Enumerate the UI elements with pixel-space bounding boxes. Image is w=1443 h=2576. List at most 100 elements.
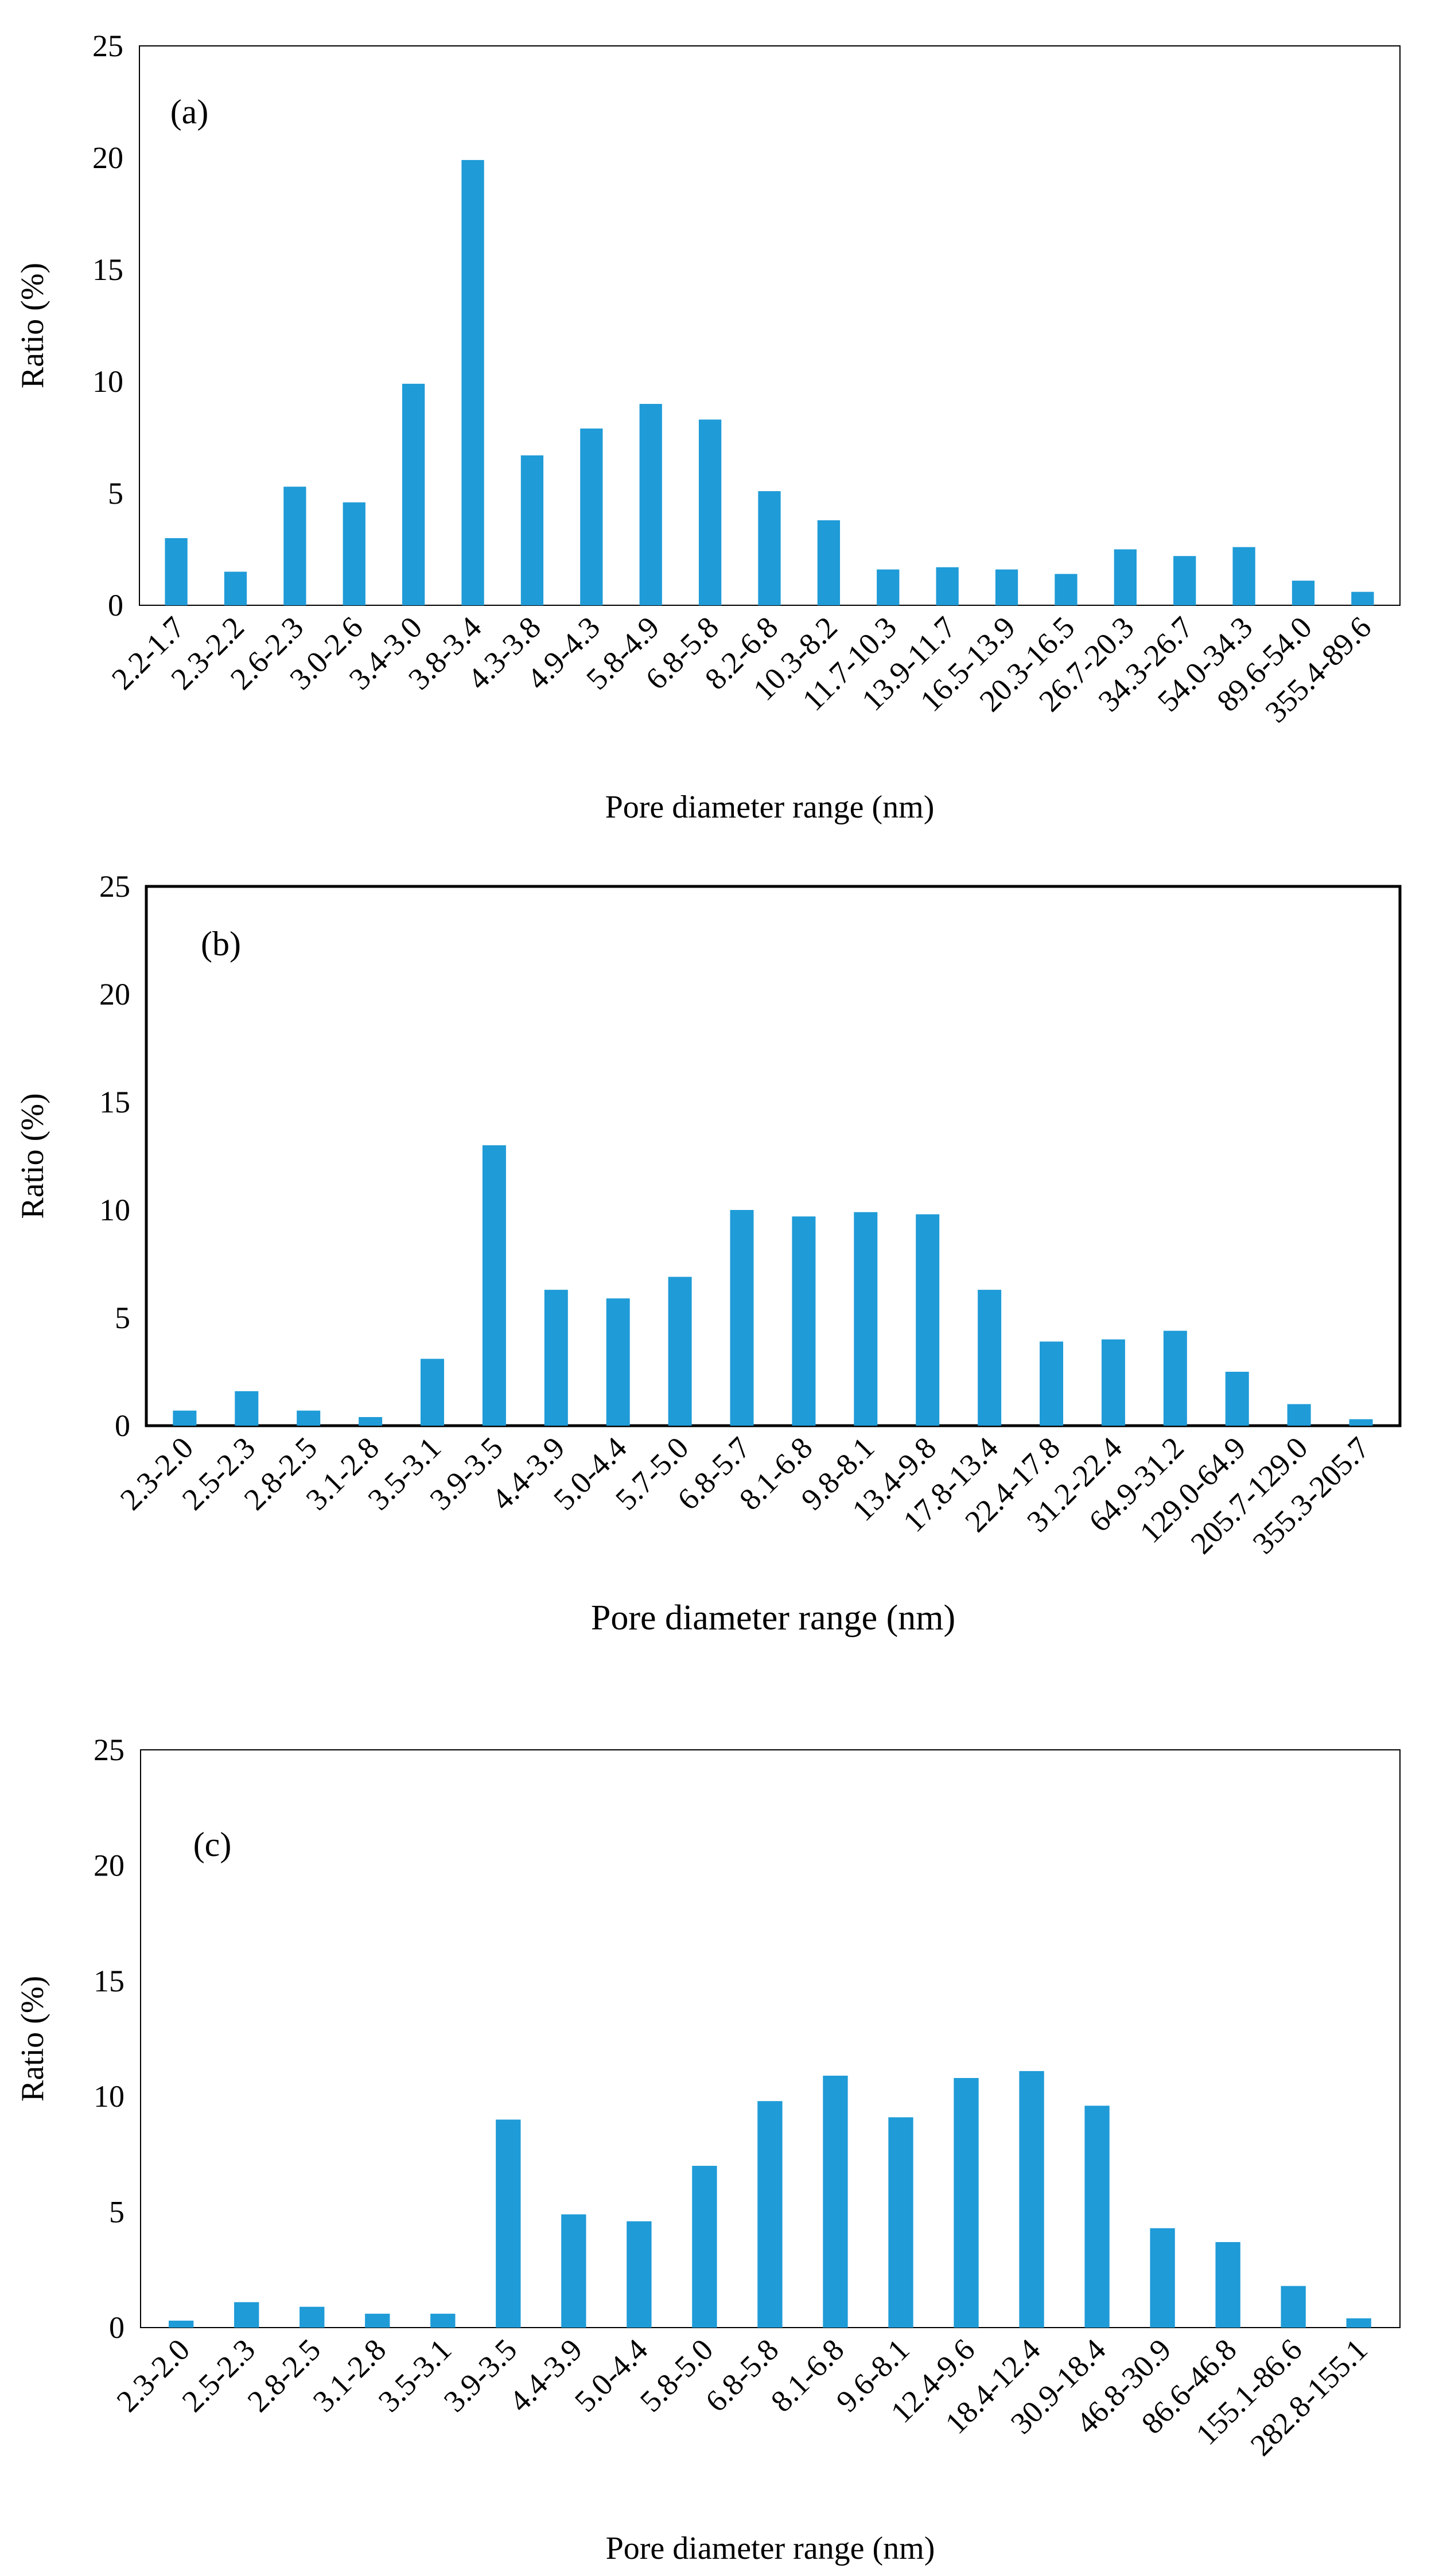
x-tick-label: 8.1-6.8 — [764, 2332, 851, 2419]
panel-label: (a) — [170, 93, 209, 131]
chart-c: 05101520252.3-2.02.5-2.32.8-2.53.1-2.83.… — [15, 1733, 1401, 2566]
chart-a: 05101520252.2-1.72.3-2.22.6-2.33.0-2.63.… — [15, 29, 1401, 825]
y-tick-label: 15 — [92, 252, 123, 287]
bar-9.8-8.1 — [854, 1212, 878, 1426]
y-tick-label: 25 — [92, 29, 123, 63]
x-tick-label: 2.5-2.3 — [176, 2332, 262, 2419]
x-tick-label: 2.8-2.5 — [241, 2332, 328, 2419]
bar-3.0-2.6 — [343, 502, 365, 605]
y-axis-title: Ratio (%) — [15, 1093, 50, 1219]
bar-6.8-5.8 — [757, 2101, 783, 2328]
bar-17.8-13.4 — [978, 1290, 1002, 1426]
y-tick-label: 20 — [92, 141, 123, 175]
chart-panel-a: 0 5 10 15 20 25 2.2-1.7 2.3-2.2 2.6-2.3 3.0-2.6 3.… — [0, 0, 1443, 861]
bar-13.4-9.8 — [916, 1214, 940, 1426]
bar-13.9-11.7 — [936, 567, 959, 605]
bar-3.5-3.1 — [430, 2313, 456, 2328]
bar-30.9-18.4 — [1084, 2106, 1110, 2328]
y-tick-label: 15 — [99, 1085, 130, 1119]
bar-3.9-3.5 — [496, 2119, 521, 2328]
x-tick-label: 3.5-3.1 — [372, 2332, 458, 2419]
y-tick-label: 0 — [108, 588, 123, 622]
x-tick-label: 3.1-2.8 — [306, 2332, 393, 2419]
panel-label: (b) — [201, 925, 241, 963]
bar-5.8-5.0 — [692, 2166, 717, 2328]
bar-3.1-2.8 — [365, 2313, 390, 2328]
bar-26.7-20.3 — [1114, 549, 1137, 605]
bar-20.3-16.5 — [1055, 574, 1078, 605]
bar-282.8-155.1 — [1346, 2318, 1371, 2328]
bar-9.6-8.1 — [888, 2117, 913, 2328]
bar-4.9-4.3 — [580, 428, 603, 605]
bar-3.5-3.1 — [421, 1359, 445, 1426]
bar-2.6-2.3 — [283, 487, 306, 605]
bar-4.3-3.8 — [520, 455, 544, 605]
bar-64.9-31.2 — [1163, 1330, 1187, 1426]
bar-5.0-4.4 — [627, 2221, 652, 2328]
bar-2.3-2.0 — [173, 1410, 197, 1426]
bar-31.2-22.4 — [1101, 1339, 1125, 1426]
bar-12.4-9.6 — [954, 2077, 979, 2328]
bar-89.6-54.0 — [1292, 581, 1315, 605]
y-axis-title: Ratio (%) — [15, 263, 50, 388]
bar-2.5-2.3 — [234, 2302, 259, 2328]
bar-4.4-3.9 — [561, 2214, 586, 2328]
bar-355.4-89.6 — [1351, 592, 1374, 605]
bar-3.1-2.8 — [359, 1417, 383, 1426]
bar-2.5-2.3 — [235, 1391, 259, 1426]
bar-2.3-2.0 — [169, 2320, 194, 2328]
chart-panel-c: 0 5 10 15 20 25 2.3-2.0 2.5-2.3 2.8-2.5 3.1-2.8 3.… — [0, 1698, 1443, 2576]
bar-5.8-4.9 — [639, 404, 662, 605]
bar-54.0-34.3 — [1232, 547, 1255, 605]
bar-8.2-6.8 — [758, 491, 781, 605]
bar-2.3-2.2 — [224, 571, 247, 605]
x-tick-label: 5.0-4.4 — [568, 2332, 655, 2419]
y-tick-label: 0 — [109, 2310, 125, 2345]
plot-frame — [145, 885, 1402, 1427]
bar-22.4-17.8 — [1040, 1341, 1064, 1426]
bar-205.7-129.0 — [1287, 1404, 1311, 1426]
bar-16.5-13.9 — [995, 569, 1018, 605]
bar-5.7-5.0 — [668, 1277, 692, 1426]
y-tick-label: 20 — [94, 1848, 125, 1882]
bar-6.8-5.7 — [730, 1210, 754, 1426]
y-tick-label: 5 — [109, 2195, 125, 2229]
y-tick-label: 5 — [115, 1301, 130, 1335]
x-tick-label: 6.8-5.8 — [699, 2332, 785, 2419]
x-axis-title: Pore diameter range (nm) — [605, 789, 935, 825]
bar-155.1-86.6 — [1281, 2286, 1306, 2328]
bar-5.0-4.4 — [606, 1298, 630, 1426]
bar-6.8-5.8 — [698, 419, 722, 605]
bar-18.4-12.4 — [1019, 2071, 1044, 2328]
y-tick-label: 5 — [108, 476, 123, 511]
x-axis-title: Pore diameter range (nm) — [591, 1598, 955, 1637]
y-tick-label: 25 — [99, 869, 130, 904]
y-tick-label: 10 — [92, 364, 123, 399]
bar-3.8-3.4 — [461, 159, 484, 605]
bar-2.8-2.5 — [297, 1410, 321, 1426]
x-tick-label: 3.9-3.5 — [437, 2332, 524, 2419]
x-tick-label: 4.4-3.9 — [503, 2332, 589, 2419]
x-tick-label: 2.3-2.0 — [110, 2332, 197, 2419]
y-tick-label: 0 — [115, 1408, 130, 1443]
chart-b: 05101520252.3-2.02.5-2.32.8-2.53.1-2.83.… — [15, 869, 1402, 1637]
bar-8.1-6.8 — [823, 2075, 848, 2328]
y-axis-title: Ratio (%) — [15, 1976, 50, 2102]
bar-46.8-30.9 — [1150, 2228, 1175, 2328]
bar-129.0-64.9 — [1225, 1372, 1249, 1426]
y-tick-label: 10 — [94, 2079, 125, 2114]
bar-10.3-8.2 — [817, 520, 841, 605]
x-axis-title: Pore diameter range (nm) — [606, 2531, 935, 2566]
x-tick-label: 5.8-5.0 — [633, 2332, 720, 2419]
bar-3.9-3.5 — [482, 1145, 506, 1426]
chart-panel-b: 0 5 10 15 20 25 2.3-2.0 2.5-2.3 2.8-2.5 3.1-2.8 3.… — [0, 861, 1443, 1698]
y-tick-label: 10 — [99, 1193, 130, 1227]
bar-4.4-3.9 — [544, 1290, 568, 1426]
bar-86.6-46.8 — [1215, 2242, 1240, 2328]
y-tick-label: 25 — [94, 1733, 125, 1767]
y-tick-label: 15 — [94, 1964, 125, 1998]
bar-34.3-26.7 — [1173, 556, 1196, 605]
y-tick-label: 20 — [99, 977, 130, 1011]
bar-3.4-3.0 — [402, 383, 425, 605]
bar-355.3-205.7 — [1349, 1419, 1373, 1426]
